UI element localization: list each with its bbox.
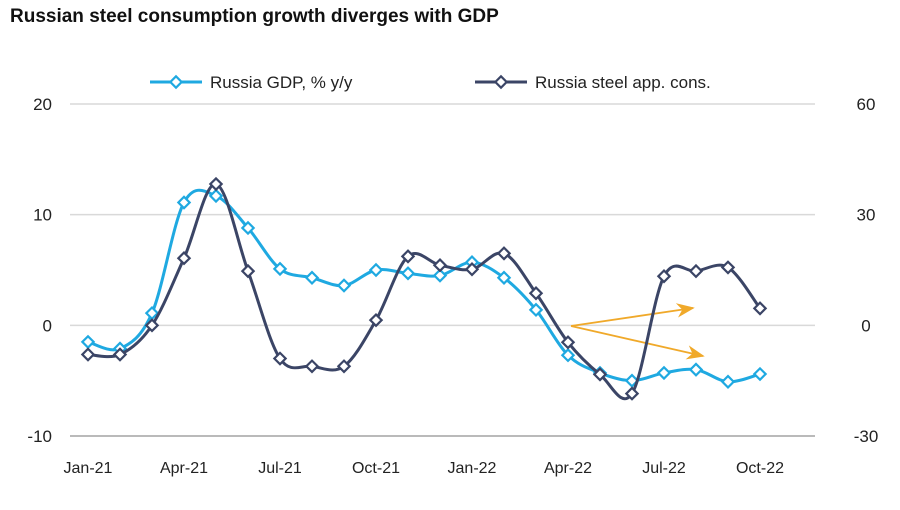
data-point (752, 366, 768, 382)
data-point (656, 365, 672, 381)
legend-label: Russia GDP, % y/y (210, 73, 353, 92)
data-point (336, 278, 352, 293)
annotation-arrow-down (570, 325, 705, 360)
y-left-tick-label: 0 (43, 316, 52, 335)
data-point (144, 305, 160, 321)
data-point (432, 257, 448, 273)
data-point (560, 348, 576, 363)
data-point (560, 335, 576, 350)
x-tick-label: Jan-22 (448, 460, 497, 477)
data-point (720, 374, 736, 389)
y-right-tick-label: 0 (861, 316, 870, 335)
data-point (464, 262, 480, 277)
data-point (272, 351, 288, 366)
data-point (528, 286, 544, 301)
data-point (304, 270, 320, 285)
data-point (496, 270, 512, 285)
series-line-1 (87, 182, 762, 401)
data-point (240, 263, 256, 279)
data-point (368, 312, 384, 328)
data-point (208, 176, 224, 192)
data-point (144, 318, 160, 333)
data-point (496, 246, 512, 261)
data-point (208, 188, 224, 204)
data-point (656, 269, 672, 284)
x-tick-label: Oct-21 (352, 460, 400, 477)
x-tick-label: Jan-21 (64, 460, 113, 477)
chart-title: Russian steel consumption growth diverge… (10, 6, 499, 27)
legend-label: Russia steel app. cons. (535, 73, 711, 92)
x-tick-label: Jul-21 (258, 460, 302, 477)
data-point (624, 386, 640, 401)
data-point (336, 359, 352, 374)
data-point (528, 302, 544, 318)
legend-marker (168, 74, 184, 90)
data-point (720, 260, 736, 275)
x-tick-label: Apr-21 (160, 460, 208, 477)
series-line-0 (87, 188, 761, 384)
data-point (688, 362, 704, 377)
y-left-tick-label: 20 (33, 95, 52, 114)
data-point (432, 268, 448, 283)
data-point (752, 301, 768, 316)
legend-marker (493, 74, 509, 90)
y-left-tick-label: 10 (33, 206, 52, 225)
data-point (304, 359, 320, 374)
x-tick-label: Oct-22 (736, 460, 784, 477)
data-point (176, 250, 192, 266)
data-point (240, 220, 256, 236)
y-right-tick-label: 30 (857, 206, 876, 225)
data-point (400, 266, 416, 281)
data-point (112, 347, 128, 362)
data-point (176, 195, 192, 210)
data-point (368, 262, 384, 278)
data-point (80, 334, 96, 350)
data-point (80, 347, 96, 362)
x-tick-label: Apr-22 (544, 460, 592, 477)
x-tick-label: Jul-22 (642, 460, 686, 477)
y-right-tick-label: 60 (857, 95, 876, 114)
data-point (272, 261, 288, 277)
data-point (688, 263, 704, 279)
y-right-tick-label: -30 (854, 427, 879, 446)
y-left-tick-label: -10 (27, 427, 52, 446)
annotation-arrow-up (570, 303, 695, 327)
data-point (400, 249, 416, 264)
data-point (592, 367, 608, 382)
